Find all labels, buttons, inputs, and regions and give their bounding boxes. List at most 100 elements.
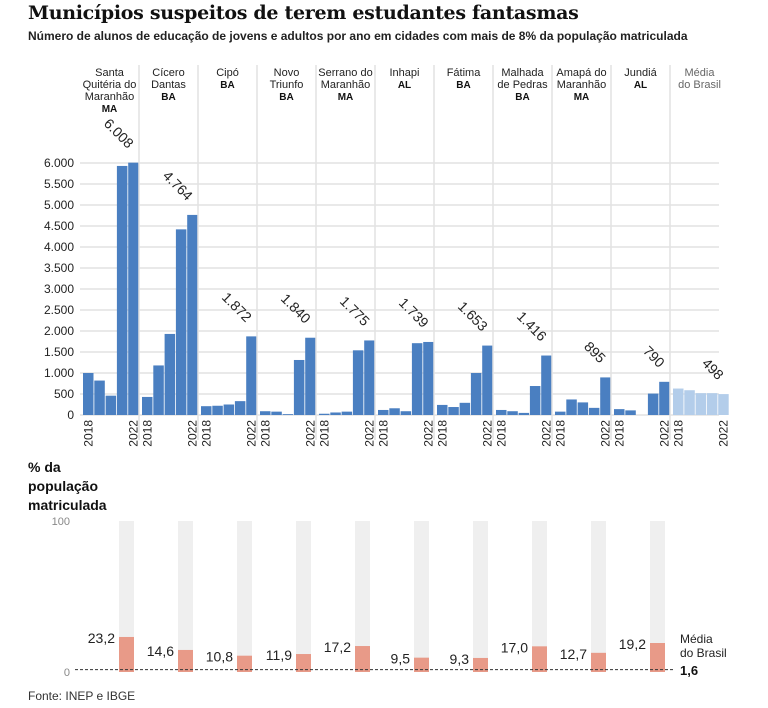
pct-bar-bg: [532, 521, 547, 672]
y-tick-label: 3.000: [44, 282, 74, 296]
bar: [470, 373, 482, 415]
x-tick-label: 2022: [716, 420, 730, 447]
data-label: 1.739: [396, 295, 432, 331]
bar: [352, 350, 364, 415]
y-tick-label: 2.000: [44, 324, 74, 338]
x-tick-label: 2022: [421, 420, 435, 447]
x-tick-label: 2018: [258, 420, 272, 447]
pct-bar: [237, 655, 252, 672]
panel-name: Quitéria do: [83, 79, 137, 91]
bar: [116, 165, 128, 415]
panel-name: Maranhão: [321, 79, 371, 91]
x-tick-label: 2022: [126, 420, 140, 447]
y-tick-label: 1.500: [44, 345, 74, 359]
panel-state: AL: [634, 80, 647, 91]
pct-bar-bg: [473, 521, 488, 672]
pct-bar: [296, 654, 311, 672]
panel-name: Jundiá: [624, 67, 657, 79]
pct-label: 19,2: [619, 636, 646, 652]
bar: [282, 414, 294, 415]
bar: [706, 393, 718, 415]
bar: [496, 409, 507, 415]
panel-name: Maranhão: [85, 91, 135, 103]
bar: [555, 411, 566, 415]
bar: [507, 411, 518, 415]
bar: [83, 373, 94, 415]
source-note: Fonte: INEP e IBGE: [28, 689, 136, 703]
panel-state: BA: [220, 80, 234, 91]
panel-name: Santa: [95, 67, 125, 79]
bar: [659, 381, 670, 415]
data-label: 1.872: [219, 289, 255, 325]
pct-label-line: população: [28, 478, 99, 494]
bar: [600, 377, 611, 415]
bar: [246, 336, 257, 415]
panel-name: Novo: [274, 67, 300, 79]
pct-bar: [119, 636, 134, 672]
panel-name: do Brasil: [678, 79, 721, 91]
bar: [142, 396, 153, 415]
bar: [319, 413, 330, 415]
data-label: 790: [640, 343, 668, 371]
x-tick-label: 2018: [494, 420, 508, 447]
bar: [448, 407, 459, 415]
data-label: 498: [699, 355, 727, 383]
bar: [529, 386, 541, 415]
panel-name: Malhada: [501, 67, 544, 79]
panel-name: Cipó: [216, 67, 239, 79]
bar: [223, 404, 235, 415]
pct-label: 9,3: [450, 651, 470, 667]
chart-title: Municípios suspeitos de terem estudantes…: [28, 2, 579, 24]
pct-label: 11,9: [266, 647, 292, 663]
bar: [260, 411, 271, 415]
panel-state: BA: [515, 92, 529, 103]
pct-bar: [591, 652, 606, 672]
x-tick-label: 2018: [199, 420, 213, 447]
pct-label-line: % da: [28, 459, 61, 475]
bar: [94, 380, 105, 415]
y-tick-label: 5.000: [44, 198, 74, 212]
y-tick-label: 500: [54, 387, 74, 401]
x-tick-label: 2018: [81, 420, 95, 447]
bar: [175, 229, 187, 415]
pct-bar: [414, 657, 429, 672]
x-tick-label: 2018: [317, 420, 331, 447]
bar: [684, 390, 695, 415]
pct-bar: [473, 657, 488, 672]
x-tick-label: 2018: [376, 420, 390, 447]
pct-bar: [178, 649, 193, 672]
bar: [330, 412, 341, 415]
pct-label: 10,8: [206, 649, 233, 665]
brasil-label: Média: [680, 632, 713, 646]
bar: [105, 395, 117, 415]
bar: [541, 355, 552, 415]
pct-bar-bg: [591, 521, 606, 672]
bar: [212, 405, 223, 415]
pct-tick-label: 100: [52, 516, 70, 528]
x-tick-label: 2022: [539, 420, 553, 447]
y-tick-label: 6.000: [44, 156, 74, 170]
panel-name: Cícero: [152, 67, 184, 79]
bar: [647, 393, 659, 415]
bar: [423, 341, 434, 415]
panel-name: Serrano do: [318, 67, 372, 79]
panel-name: Dantas: [151, 79, 186, 91]
bar: [201, 406, 212, 415]
brasil-value: 1,6: [680, 663, 698, 678]
pct-label: 9,5: [391, 651, 411, 667]
bar: [400, 411, 412, 415]
panel-name: Inhapi: [390, 67, 420, 79]
pct-label: 14,6: [147, 643, 174, 659]
pct-bar: [650, 643, 665, 672]
panel-state: BA: [279, 92, 293, 103]
data-label: 1.840: [278, 290, 314, 326]
pct-bar-bg: [650, 521, 665, 672]
bar: [673, 388, 684, 415]
pct-tick-label: 0: [64, 667, 70, 679]
pct-label: 17,2: [324, 639, 351, 655]
data-label: 6.008: [101, 115, 137, 151]
y-tick-label: 2.500: [44, 303, 74, 317]
bar: [437, 404, 448, 415]
